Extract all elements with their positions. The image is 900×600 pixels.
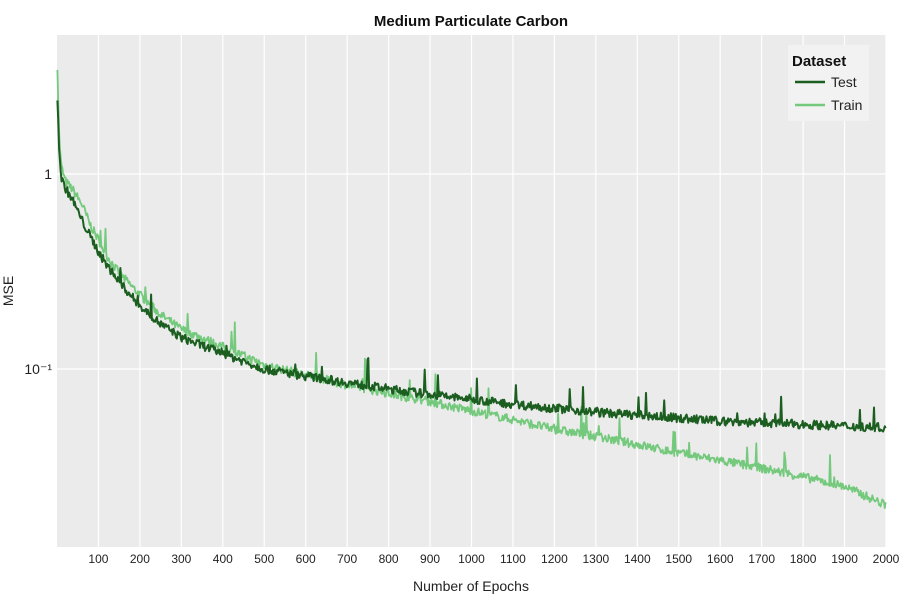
legend-title: Dataset — [792, 53, 846, 70]
legend-label-train: Train — [831, 97, 862, 113]
y-tick-label: 1 — [44, 166, 52, 182]
x-tick-label: 1900 — [831, 552, 858, 566]
y-tick-label: 10⁻¹ — [24, 361, 52, 377]
x-tick-label: 600 — [296, 552, 316, 566]
x-tick-label: 100 — [88, 552, 108, 566]
grid — [57, 35, 887, 547]
x-tick-label: 1700 — [748, 552, 775, 566]
chart-title: Medium Particulate Carbon — [374, 13, 568, 30]
series-layer — [56, 69, 887, 509]
y-axis-label: MSE — [0, 276, 16, 306]
x-tick-label: 1500 — [665, 552, 692, 566]
x-tick-label: 200 — [130, 552, 150, 566]
legend-label-test: Test — [831, 74, 857, 90]
x-tick-label: 1400 — [624, 552, 651, 566]
x-tick-label: 900 — [420, 552, 440, 566]
x-axis-label: Number of Epochs — [413, 578, 529, 594]
x-ticks: 100 200 300 400 500 600 700 800 900 1000 1100 1200 1… — [88, 552, 899, 566]
x-tick-label: 700 — [337, 552, 357, 566]
x-tick-label: 1000 — [458, 552, 485, 566]
y-ticks: 1 10⁻¹ — [24, 166, 52, 377]
x-tick-label: 1600 — [707, 552, 734, 566]
legend: Dataset Test Train — [788, 45, 869, 121]
x-tick-label: 300 — [171, 552, 191, 566]
x-tick-label: 1200 — [541, 552, 568, 566]
x-tick-label: 2000 — [873, 552, 900, 566]
x-tick-label: 400 — [213, 552, 233, 566]
x-tick-label: 500 — [254, 552, 274, 566]
x-tick-label: 1100 — [500, 552, 526, 566]
x-tick-label: 1800 — [790, 552, 817, 566]
x-tick-label: 1300 — [582, 552, 609, 566]
series-line-test — [56, 100, 887, 433]
x-tick-label: 800 — [379, 552, 399, 566]
